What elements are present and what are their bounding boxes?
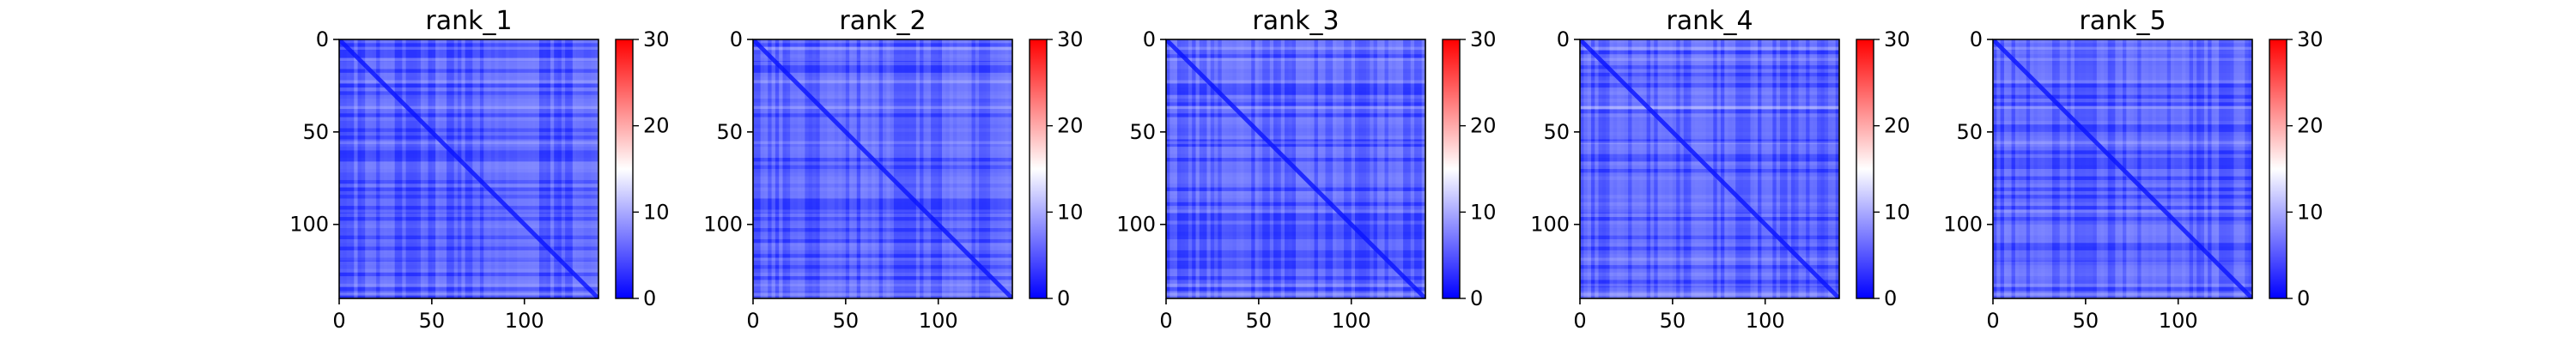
x-tick-label: 100 xyxy=(505,309,544,333)
y-tick-label: 100 xyxy=(289,213,329,237)
x-tick-label: 50 xyxy=(1660,309,1686,333)
colorbar-frame xyxy=(1856,39,1874,299)
x-tick-label: 100 xyxy=(2159,309,2198,333)
axes-frame xyxy=(1992,39,2253,299)
y-tick-label: 100 xyxy=(703,213,743,237)
colorbar-tick-label: 10 xyxy=(1884,200,1911,224)
colorbar-tick-label: 10 xyxy=(1470,200,1497,224)
colorbar-tick-label: 0 xyxy=(1057,286,1070,310)
heatmap-panel-5: rank_5 0 50 100 0 50 100 0 10 20 30 xyxy=(1943,6,2323,333)
panel-title: rank_3 xyxy=(1252,6,1339,36)
y-tick-label: 0 xyxy=(1557,27,1570,51)
panel-title: rank_2 xyxy=(839,6,926,36)
heatmap-image xyxy=(339,39,598,298)
colorbar-tick-label: 10 xyxy=(1057,200,1084,224)
colorbar-tick-label: 30 xyxy=(1470,27,1497,51)
y-tick-label: 50 xyxy=(302,120,329,144)
colorbar-tick-label: 20 xyxy=(1884,114,1911,138)
colorbar-tick-label: 20 xyxy=(643,114,670,138)
colorbar-tick-label: 20 xyxy=(2297,114,2324,138)
y-tick-label: 100 xyxy=(1943,213,1983,237)
axes-frame xyxy=(338,39,599,299)
axes-frame xyxy=(752,39,1013,299)
y-tick-label: 100 xyxy=(1530,213,1570,237)
colorbar-tick-label: 0 xyxy=(1884,286,1897,310)
heatmap-diagonal xyxy=(753,39,1012,298)
colorbar-tick-label: 20 xyxy=(1057,114,1084,138)
panel-title: rank_4 xyxy=(1666,6,1753,36)
colorbar-tick-label: 10 xyxy=(643,200,670,224)
heatmap-panel-1: rank_1 0 50 100 0 50 100 0 10 20 30 xyxy=(289,6,669,333)
x-tick-label: 100 xyxy=(1746,309,1785,333)
heatmap-diagonal xyxy=(1580,39,1839,298)
colorbar-tick-label: 20 xyxy=(1470,114,1497,138)
y-tick-label: 100 xyxy=(1116,213,1156,237)
x-tick-label: 0 xyxy=(1159,309,1172,333)
colorbar-tick-label: 30 xyxy=(1057,27,1084,51)
heatmap-image xyxy=(1166,39,1425,298)
colorbar xyxy=(2269,39,2287,298)
y-tick-label: 0 xyxy=(1970,27,1983,51)
colorbar xyxy=(616,39,633,298)
colorbar-tick-label: 0 xyxy=(2297,286,2310,310)
colorbar-tick-label: 10 xyxy=(2297,200,2324,224)
colorbar-frame xyxy=(1029,39,1048,299)
y-tick-label: 50 xyxy=(1129,120,1156,144)
heatmap-panel-4: rank_4 0 50 100 0 50 100 0 10 20 30 xyxy=(1530,6,1910,333)
x-tick-label: 0 xyxy=(1573,309,1586,333)
colorbar xyxy=(1443,39,1460,298)
y-tick-label: 0 xyxy=(1143,27,1156,51)
heatmap-image xyxy=(1580,39,1839,298)
axes-frame xyxy=(1165,39,1426,299)
colorbar-tick-label: 30 xyxy=(2297,27,2324,51)
panel-title: rank_1 xyxy=(425,6,512,36)
colorbar-tick-label: 0 xyxy=(643,286,656,310)
heatmap-panel-3: rank_3 0 50 100 0 50 100 0 10 20 30 xyxy=(1116,6,1496,333)
colorbar xyxy=(1856,39,1874,298)
x-tick-label: 0 xyxy=(1986,309,1999,333)
heatmap-panel-2: rank_2 0 50 100 0 50 100 0 10 20 30 xyxy=(703,6,1083,333)
heatmap-image xyxy=(753,39,1012,298)
colorbar-frame xyxy=(2269,39,2287,299)
y-tick-label: 50 xyxy=(1956,120,1983,144)
x-tick-label: 100 xyxy=(919,309,958,333)
y-tick-label: 0 xyxy=(730,27,743,51)
y-tick-label: 0 xyxy=(316,27,329,51)
axes-frame xyxy=(1579,39,1840,299)
x-tick-label: 100 xyxy=(1332,309,1371,333)
colorbar-frame xyxy=(1442,39,1461,299)
colorbar-tick-label: 30 xyxy=(643,27,670,51)
y-tick-label: 50 xyxy=(716,120,743,144)
colorbar-frame xyxy=(615,39,634,299)
x-tick-label: 50 xyxy=(419,309,446,333)
heatmap-image xyxy=(1993,39,2252,298)
x-tick-label: 0 xyxy=(332,309,345,333)
colorbar-tick-label: 30 xyxy=(1884,27,1911,51)
colorbar xyxy=(1030,39,1047,298)
y-tick-label: 50 xyxy=(1543,120,1570,144)
x-tick-label: 50 xyxy=(833,309,860,333)
x-tick-label: 50 xyxy=(2073,309,2099,333)
x-tick-label: 0 xyxy=(746,309,759,333)
panel-title: rank_5 xyxy=(2079,6,2166,36)
x-tick-label: 50 xyxy=(1246,309,1273,333)
heatmap-diagonal xyxy=(1166,39,1425,298)
heatmap-diagonal xyxy=(339,39,598,298)
colorbar-tick-label: 0 xyxy=(1470,286,1483,310)
heatmap-diagonal xyxy=(1993,39,2252,298)
